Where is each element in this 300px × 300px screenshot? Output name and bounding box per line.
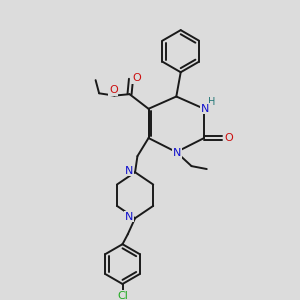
Text: N: N [201, 104, 209, 114]
Text: O: O [132, 74, 141, 83]
Text: O: O [109, 85, 118, 95]
Text: O: O [224, 133, 233, 143]
Text: N: N [124, 166, 133, 176]
Text: Cl: Cl [117, 291, 128, 300]
Text: N: N [124, 212, 133, 222]
Text: N: N [173, 148, 181, 158]
Text: H: H [208, 98, 215, 107]
